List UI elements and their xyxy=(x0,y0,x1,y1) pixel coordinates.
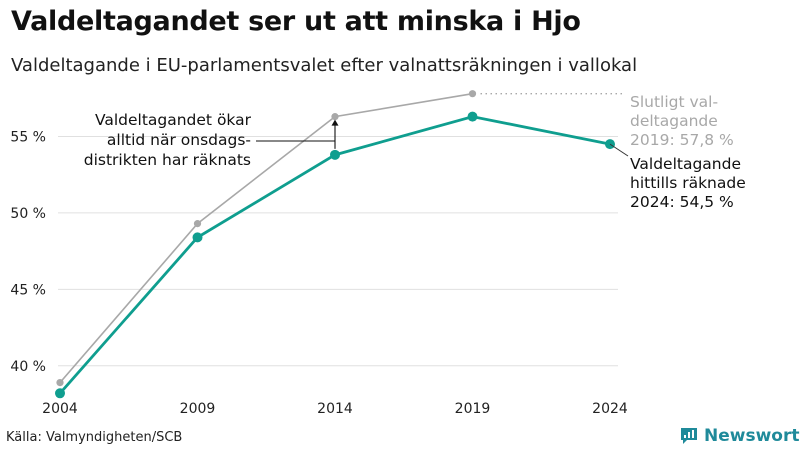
data-point-current xyxy=(330,149,340,160)
annotation-increase-note: alltid när onsdags- xyxy=(107,131,251,149)
x-tick-label: 2024 xyxy=(592,401,628,417)
data-point-final xyxy=(56,379,64,387)
chart-subtitle: Valdeltagande i EU-parlamentsvalet efter… xyxy=(11,55,638,76)
data-point-current xyxy=(192,232,203,243)
data-point-final xyxy=(468,90,477,98)
brand-logo: Newsworthy xyxy=(679,424,800,448)
brand-name: Newsworthy xyxy=(704,426,800,446)
x-tick-label: 2019 xyxy=(455,401,491,417)
x-tick-label: 2004 xyxy=(42,401,78,417)
x-tick-label: 2014 xyxy=(317,401,353,417)
y-tick-label: 45 % xyxy=(10,282,46,298)
chart-title: Valdeltagandet ser ut att minska i Hjo xyxy=(11,6,581,37)
annotation-increase-note: Valdeltagandet ökar xyxy=(95,111,252,129)
data-point-current xyxy=(55,388,65,399)
annotation-increase-note: distrikten har räknats xyxy=(84,151,251,169)
annotation-final-value: Slutligt val- xyxy=(630,93,718,111)
annotation-arrow-head xyxy=(331,119,339,126)
newsworthy-logo-icon xyxy=(681,428,697,444)
annotation-final-value: deltagande xyxy=(630,112,718,130)
annotation-current-value: 2024: 54,5 % xyxy=(630,193,734,211)
data-point-final xyxy=(331,113,339,121)
current-label-leader xyxy=(609,143,629,157)
series-line-final xyxy=(59,92,473,384)
data-point-current xyxy=(467,111,478,122)
annotation-current-value: hittills räknade xyxy=(630,174,746,192)
annotation-current-value: Valdeltagande xyxy=(630,155,741,173)
data-point-final xyxy=(193,220,202,228)
y-tick-label: 55 % xyxy=(10,130,46,146)
annotation-final-value: 2019: 57,8 % xyxy=(630,131,734,149)
source-note: Källa: Valmyndigheten/SCB xyxy=(6,430,183,445)
y-tick-label: 50 % xyxy=(10,206,46,222)
y-tick-label: 40 % xyxy=(10,359,46,375)
x-tick-label: 2009 xyxy=(180,401,216,417)
